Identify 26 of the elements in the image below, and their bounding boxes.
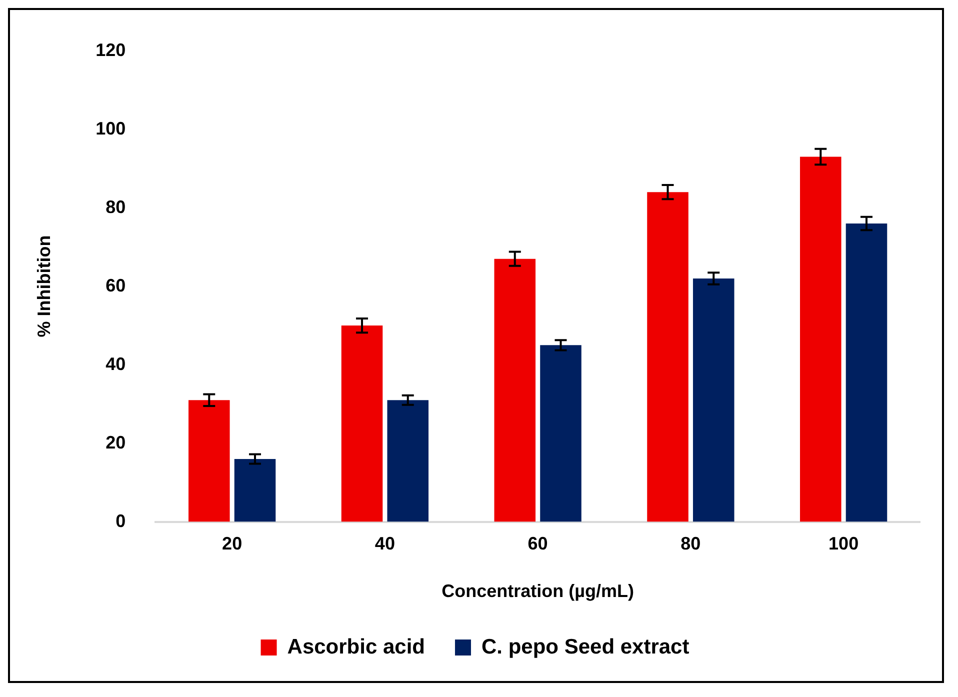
x-tick-label: 40 xyxy=(374,534,395,554)
bar xyxy=(800,156,842,522)
bar xyxy=(188,400,230,522)
y-axis-title: % Inhibition xyxy=(34,235,54,338)
bar xyxy=(846,224,888,522)
y-tick-label: 80 xyxy=(106,196,126,217)
bar xyxy=(494,258,536,522)
bar xyxy=(234,459,276,522)
y-tick-label: 40 xyxy=(106,354,126,374)
x-axis-title: Concentration (µg/mL) xyxy=(442,581,634,602)
y-tick-label: 100 xyxy=(96,118,126,138)
legend-label: Ascorbic acid xyxy=(287,635,426,658)
y-tick-label: 60 xyxy=(106,275,126,296)
x-tick-label: 100 xyxy=(828,534,859,554)
bar xyxy=(647,192,688,522)
x-tick-label: 60 xyxy=(528,534,548,554)
y-tick-label: 120 xyxy=(96,40,126,60)
x-tick-label: 20 xyxy=(222,534,242,554)
y-tick-label: 0 xyxy=(116,510,126,531)
bar xyxy=(692,278,734,522)
y-tick-label: 20 xyxy=(106,432,126,452)
bar xyxy=(341,326,383,522)
bar xyxy=(540,345,582,522)
bar xyxy=(387,400,429,522)
legend-label: C. pepo Seed extract xyxy=(481,635,690,658)
x-tick-label: 80 xyxy=(680,534,701,554)
